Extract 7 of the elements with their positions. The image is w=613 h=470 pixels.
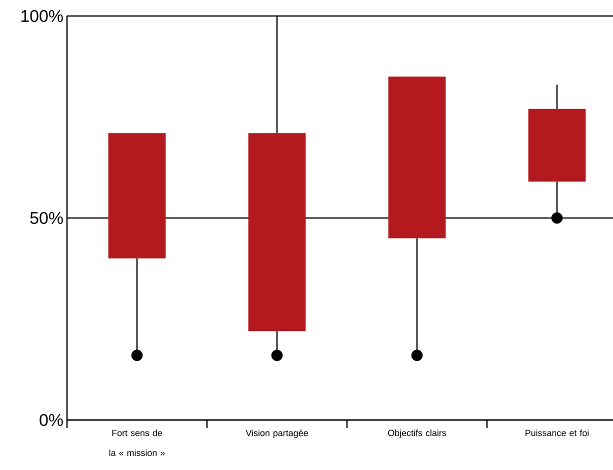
y-tick-label: 100% — [21, 10, 63, 22]
x-tick-label: Vision partagée — [246, 430, 308, 438]
x-tick-label: Puissance et foi — [526, 430, 589, 436]
y-tick-label: 0% — [40, 414, 63, 426]
x-tick-label: Objectifs clairs — [388, 430, 446, 438]
category-label: Fort sens de la « mission » — [109, 430, 165, 456]
y-tick-label: 50% — [30, 212, 63, 224]
